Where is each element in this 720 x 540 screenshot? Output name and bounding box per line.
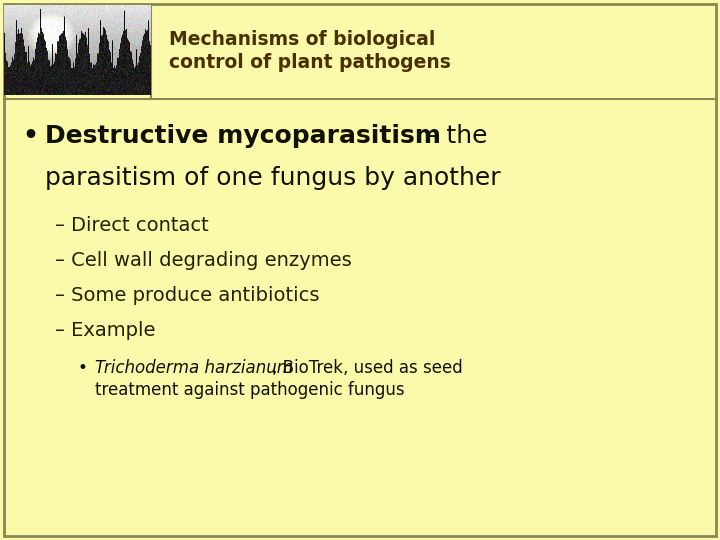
Text: – Some produce antibiotics: – Some produce antibiotics — [55, 286, 320, 305]
Text: – Example: – Example — [55, 321, 156, 340]
Text: Destructive mycoparasitism: Destructive mycoparasitism — [45, 124, 441, 148]
Text: •: • — [78, 359, 88, 377]
Text: Trichoderma harzianum: Trichoderma harzianum — [95, 359, 293, 377]
Text: control of plant pathogens: control of plant pathogens — [169, 53, 451, 72]
Text: Mechanisms of biological: Mechanisms of biological — [169, 30, 436, 49]
Text: – Cell wall degrading enzymes: – Cell wall degrading enzymes — [55, 251, 352, 270]
Text: , BioTrek, used as seed: , BioTrek, used as seed — [272, 359, 463, 377]
Text: – Direct contact: – Direct contact — [55, 216, 209, 235]
Text: parasitism of one fungus by another: parasitism of one fungus by another — [45, 166, 500, 190]
Text: – the: – the — [418, 124, 487, 148]
Text: treatment against pathogenic fungus: treatment against pathogenic fungus — [95, 381, 405, 399]
Text: •: • — [22, 124, 38, 148]
